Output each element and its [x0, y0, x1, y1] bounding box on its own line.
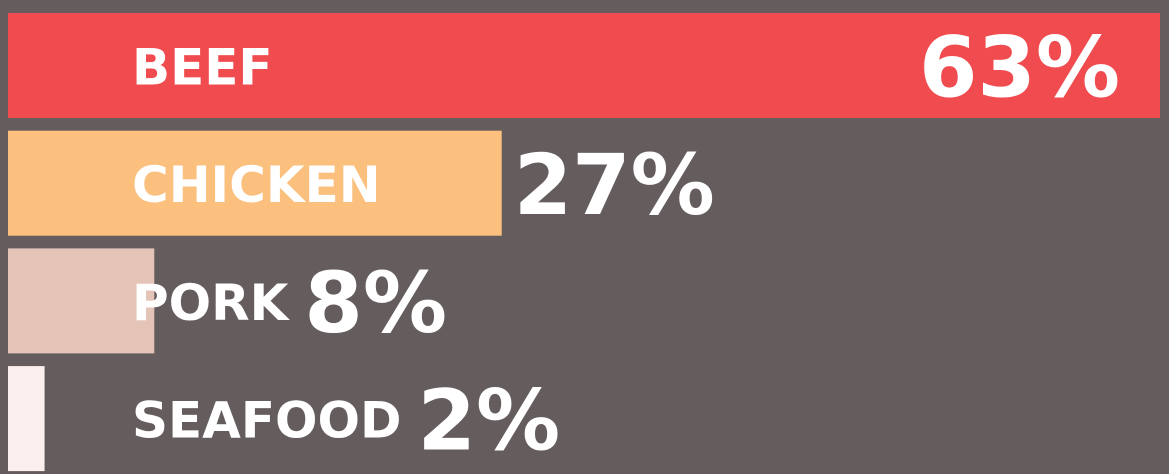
value-label: 27%: [514, 136, 715, 234]
category-label: SEAFOOD: [132, 392, 402, 450]
bar: [8, 130, 502, 236]
bar: [8, 248, 155, 354]
value-label: 2%: [418, 372, 561, 470]
value-label: 63%: [919, 19, 1120, 117]
category-label: BEEF: [132, 39, 273, 97]
category-label: CHICKEN: [132, 156, 381, 214]
bar: [8, 13, 1160, 118]
category-label: PORK: [132, 274, 291, 332]
bar: [8, 366, 45, 472]
value-label: 8%: [304, 254, 447, 352]
